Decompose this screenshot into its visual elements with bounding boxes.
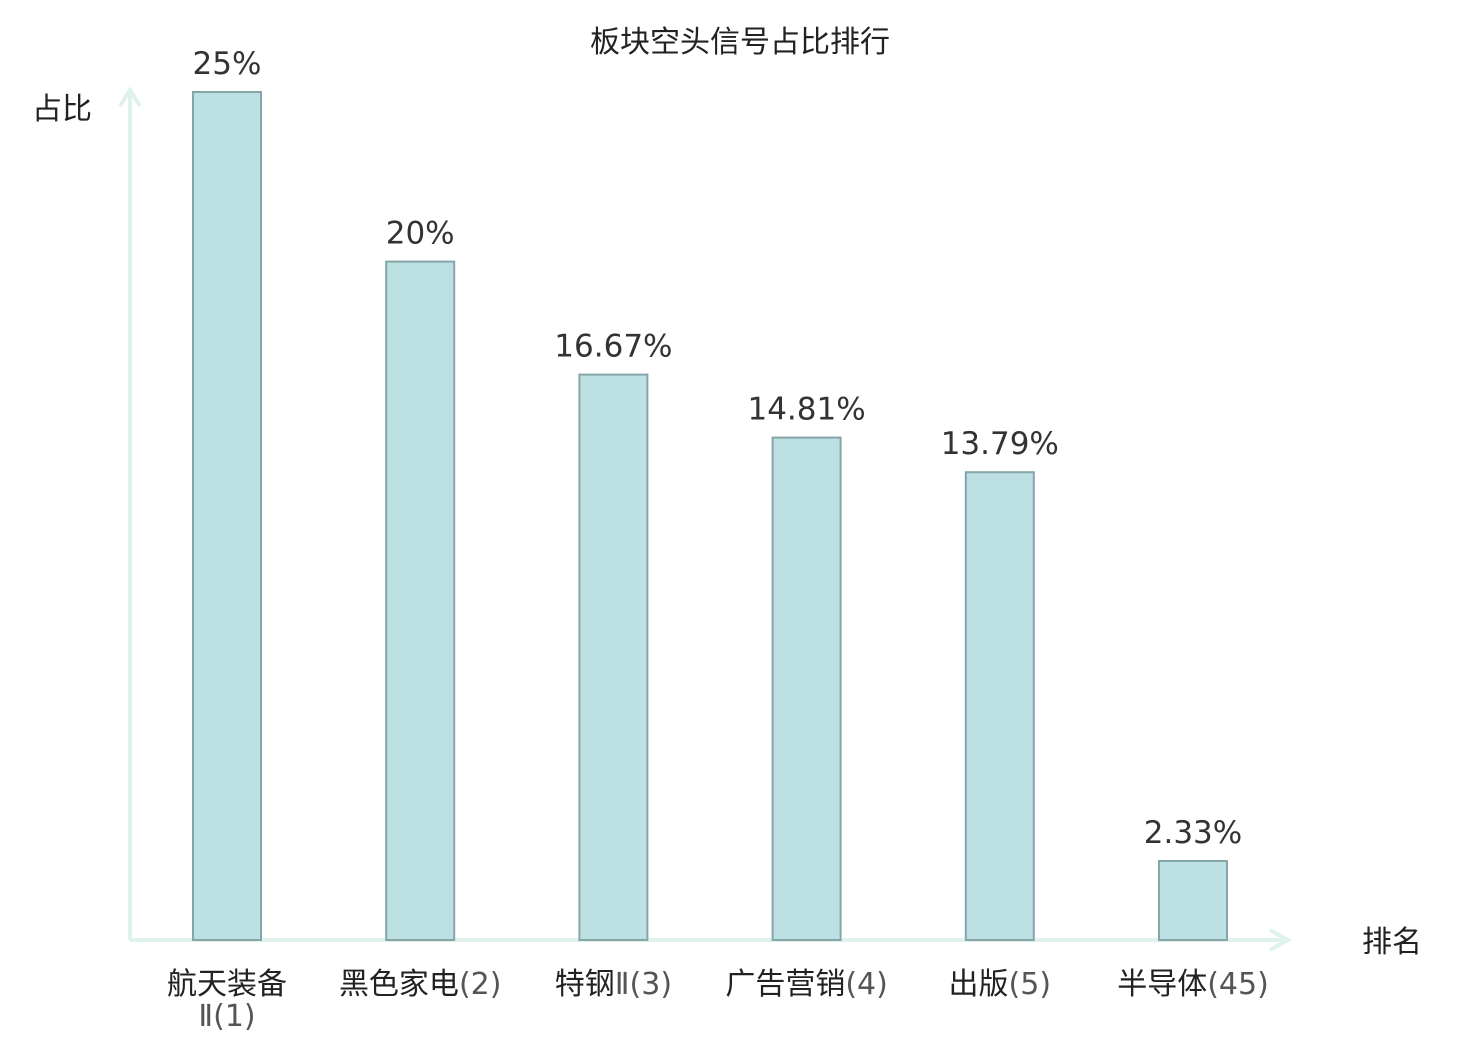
category-name: 半导体 bbox=[1117, 967, 1207, 1002]
category-rank: (2) bbox=[459, 967, 502, 1002]
category-rank: Ⅱ(1) bbox=[198, 999, 255, 1034]
category-rank: Ⅱ(3) bbox=[615, 967, 672, 1002]
bar-4 bbox=[771, 436, 842, 941]
value-label-3: 16.67% bbox=[554, 329, 672, 365]
value-label-5: 13.79% bbox=[941, 426, 1059, 462]
category-rank: (45) bbox=[1207, 967, 1269, 1002]
value-label-6: 2.33% bbox=[1144, 815, 1242, 851]
chart-title: 板块空头信号占比排行 bbox=[590, 25, 890, 60]
bar-6 bbox=[1158, 860, 1228, 941]
category-label-5: 出版(5) bbox=[949, 967, 1052, 1002]
value-label-1: 25% bbox=[193, 46, 262, 82]
bar-2 bbox=[385, 260, 456, 942]
bars-group bbox=[192, 91, 1228, 942]
category-name: 出版 bbox=[949, 967, 1009, 1002]
value-label-4: 14.81% bbox=[747, 392, 865, 428]
y-axis-arrow-icon bbox=[118, 86, 142, 108]
bar-5 bbox=[964, 471, 1035, 941]
category-label-2: 黑色家电(2) bbox=[339, 967, 502, 1002]
y-axis-label: 占比 bbox=[32, 92, 92, 127]
category-name: 特钢 bbox=[555, 967, 615, 1002]
category-name: 航天装备 bbox=[167, 967, 287, 1002]
bar-1 bbox=[192, 91, 262, 941]
category-label-4: 广告营销(4) bbox=[725, 967, 888, 1002]
category-label-1: 航天装备 Ⅱ(1) bbox=[167, 967, 287, 1034]
bar-3 bbox=[578, 373, 649, 942]
category-name: 黑色家电 bbox=[339, 967, 459, 1002]
value-labels-group: 25% 20% 16.67% 14.81% 13.79% 2.33% bbox=[193, 46, 1243, 851]
category-name: 广告营销 bbox=[725, 967, 845, 1002]
value-label-2: 20% bbox=[386, 216, 455, 252]
category-label-6: 半导体(45) bbox=[1117, 967, 1269, 1002]
x-axis-arrow-icon bbox=[1269, 928, 1293, 952]
category-labels-group: 航天装备 Ⅱ(1) 黑色家电(2) 特钢Ⅱ(3) 广告营销(4) 出版(5) 半导体(45) bbox=[167, 967, 1269, 1034]
category-label-3: 特钢Ⅱ(3) bbox=[555, 967, 672, 1002]
category-rank: (5) bbox=[1009, 967, 1052, 1002]
category-rank: (4) bbox=[845, 967, 888, 1002]
axes bbox=[118, 86, 1293, 952]
x-axis-label: 排名 bbox=[1362, 925, 1422, 960]
